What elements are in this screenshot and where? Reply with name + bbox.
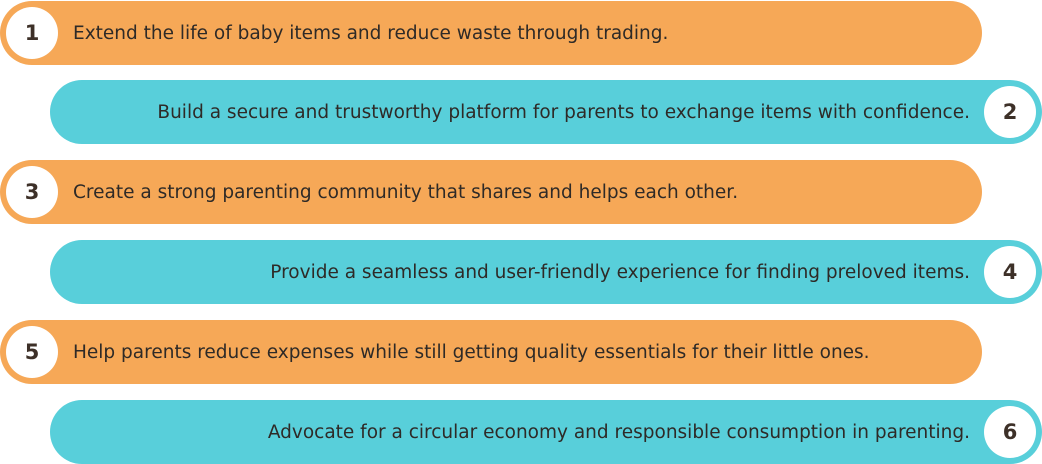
goal-text-3: Create a strong parenting community that…: [73, 181, 739, 203]
goal-item-3: 3 Create a strong parenting community th…: [0, 160, 982, 224]
goal-number-badge-5: 5: [6, 326, 58, 378]
goal-number-badge-6: 6: [984, 406, 1036, 458]
goal-number-badge-3: 3: [6, 166, 58, 218]
goal-text-6: Advocate for a circular economy and resp…: [267, 421, 970, 443]
goal-text-1: Extend the life of baby items and reduce…: [73, 22, 669, 44]
goal-number-badge-4: 4: [984, 246, 1036, 298]
goal-text-2: Build a secure and trustworthy platform …: [157, 101, 970, 123]
goal-text-4: Provide a seamless and user-friendly exp…: [270, 261, 970, 283]
goal-item-1: 1 Extend the life of baby items and redu…: [0, 1, 982, 65]
goal-item-2: Build a secure and trustworthy platform …: [50, 80, 1042, 144]
goal-item-4: Provide a seamless and user-friendly exp…: [50, 240, 1042, 304]
goal-text-5: Help parents reduce expenses while still…: [73, 341, 870, 363]
goal-number-badge-1: 1: [6, 7, 58, 59]
goal-item-5: 5 Help parents reduce expenses while sti…: [0, 320, 982, 384]
goal-number-badge-2: 2: [984, 86, 1036, 138]
goal-item-6: Advocate for a circular economy and resp…: [50, 400, 1042, 464]
